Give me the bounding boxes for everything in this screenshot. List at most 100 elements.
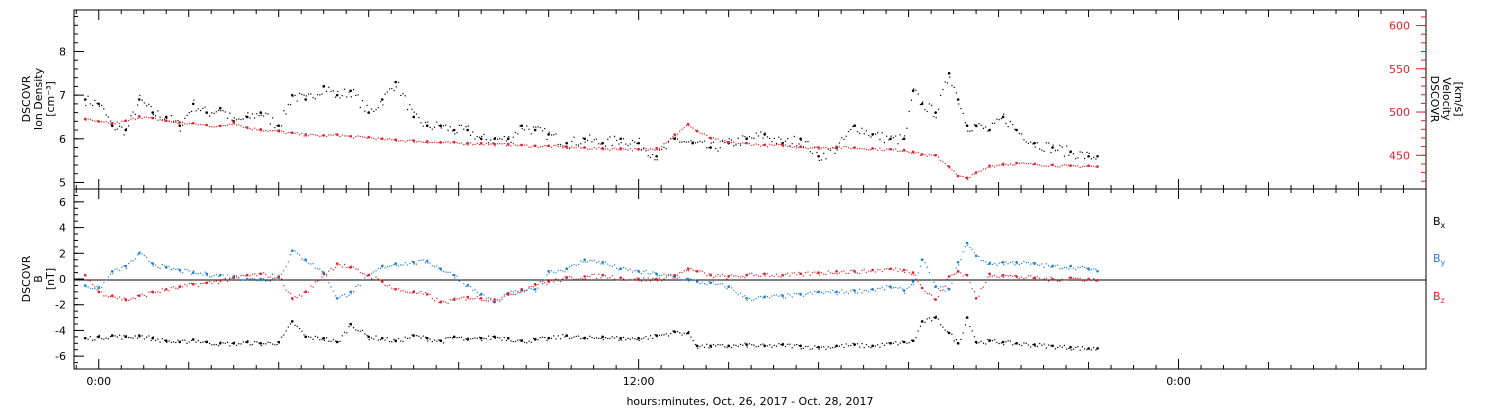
velocity-sample xyxy=(528,146,530,148)
velocity-sample xyxy=(564,145,566,147)
density-sample xyxy=(710,142,712,144)
Bz-sample xyxy=(769,275,771,278)
By-sample xyxy=(589,259,591,261)
Bx-sample xyxy=(400,340,402,342)
Bx-sample xyxy=(771,346,773,348)
Bx-sample xyxy=(283,334,285,336)
Bx-sample xyxy=(503,336,505,339)
Bz-sample xyxy=(1045,277,1048,279)
velocity-sample xyxy=(724,140,726,142)
density-sample xyxy=(503,135,505,138)
By-point xyxy=(335,296,339,300)
velocity-sample xyxy=(168,120,170,122)
velocity-sample xyxy=(555,144,557,146)
By-point xyxy=(911,280,915,283)
By-sample xyxy=(1018,263,1021,266)
Bx-sample xyxy=(1075,346,1077,349)
velocity-sample xyxy=(598,146,600,149)
density-sample xyxy=(510,141,512,143)
Bz-sample xyxy=(364,273,366,275)
By-sample xyxy=(791,296,793,298)
Bz-sample xyxy=(233,275,235,277)
velocity-sample xyxy=(955,173,958,175)
velocity-sample xyxy=(406,140,409,142)
Bz-sample xyxy=(431,297,433,300)
By-sample xyxy=(476,291,478,293)
density-sample xyxy=(1075,158,1077,160)
Bz-sample xyxy=(359,271,361,274)
velocity-point xyxy=(817,146,820,149)
b-ylabel-line-3: [nT] xyxy=(44,268,57,290)
velocity-sample xyxy=(458,142,460,145)
Bx-sample xyxy=(215,344,217,346)
By-sample xyxy=(904,292,906,294)
Bx-sample xyxy=(881,342,883,345)
By-sample xyxy=(346,296,348,298)
density-sample xyxy=(753,137,755,139)
density-sample xyxy=(1032,143,1034,145)
velocity-sample xyxy=(1027,162,1030,165)
Bz-sample xyxy=(665,276,667,278)
velocity-sample xyxy=(571,146,573,148)
velocity-point xyxy=(965,176,969,180)
density-point xyxy=(1051,146,1054,149)
Bz-point xyxy=(920,286,924,290)
Bx-sample xyxy=(296,325,298,327)
Bz-sample xyxy=(674,277,676,279)
density-sample xyxy=(118,125,121,127)
Bx-sample xyxy=(211,344,213,346)
By-point xyxy=(259,277,263,281)
By-point xyxy=(889,285,892,289)
Bx-sample xyxy=(341,335,343,337)
velocity-sample xyxy=(888,148,890,150)
By-sample xyxy=(202,274,204,276)
Bz-sample xyxy=(811,272,814,274)
By-sample xyxy=(685,277,688,280)
Bz-sample xyxy=(271,273,274,275)
velocity-sample xyxy=(577,145,580,148)
Bz-sample xyxy=(971,288,973,290)
velocity-sample xyxy=(791,146,793,149)
Bx-sample xyxy=(1003,344,1005,346)
velocity-sample xyxy=(901,150,904,153)
density-point xyxy=(601,141,604,145)
Bx-point xyxy=(695,344,699,348)
density-sample xyxy=(924,109,926,111)
By-sample xyxy=(512,291,514,293)
density-sample xyxy=(843,138,845,141)
Bz-sample xyxy=(328,270,330,272)
density-sample xyxy=(899,134,901,136)
density-sample xyxy=(769,137,771,139)
density-sample xyxy=(265,112,267,114)
Bx-sample xyxy=(532,337,535,340)
By-sample xyxy=(841,289,843,291)
velocity-sample xyxy=(1090,165,1093,167)
density-sample xyxy=(807,140,809,143)
velocity-point xyxy=(695,129,699,133)
Bz-sample xyxy=(712,276,715,279)
Bz-sample xyxy=(681,271,683,274)
velocity-sample xyxy=(607,148,609,150)
velocity-sample xyxy=(244,126,247,128)
density-point xyxy=(709,146,712,149)
By-point xyxy=(394,262,397,265)
density-sample xyxy=(775,142,778,145)
By-sample xyxy=(269,280,271,282)
By-sample xyxy=(528,287,530,289)
velocity-sample xyxy=(883,149,886,152)
Bx-sample xyxy=(755,346,757,348)
density-sample xyxy=(139,94,141,97)
Bz-sample xyxy=(796,274,798,276)
velocity-sample xyxy=(640,148,643,150)
velocity-sample xyxy=(202,124,204,126)
density-sample xyxy=(465,125,467,128)
Bz-sample xyxy=(559,281,562,283)
Bx-sample xyxy=(969,325,971,328)
Bz-sample xyxy=(775,273,778,275)
Bx-sample xyxy=(571,337,573,339)
Bz-sample xyxy=(485,300,487,302)
Bz-sample xyxy=(933,298,935,300)
By-sample xyxy=(1086,267,1088,269)
Bz-sample xyxy=(1027,275,1030,277)
